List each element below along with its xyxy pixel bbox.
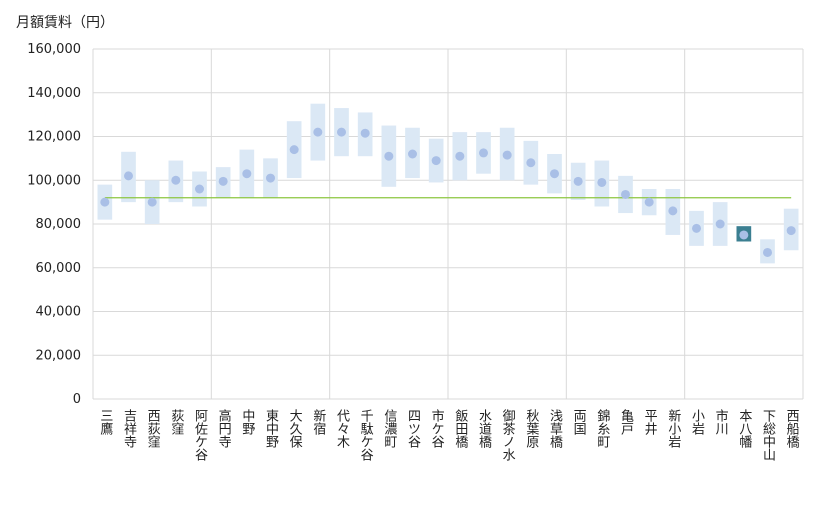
y-tick-label: 160,000	[27, 42, 81, 57]
grid-layer	[92, 48, 804, 400]
mean-dot	[739, 230, 749, 240]
category-layer: 三鷹 吉祥寺 西荻窪 荻窪 阿佐ケ谷 高円寺 中野 東中野 大久保 新宿 代々木 千駄ケ谷 信濃町 四ツ谷…	[97, 408, 799, 461]
mean-dot	[479, 148, 488, 158]
category-label: 阿佐ケ谷	[192, 409, 208, 461]
category-label: 代々木	[334, 409, 350, 448]
category-label: 本八幡	[736, 409, 752, 449]
y-tick-label: 40,000	[36, 305, 82, 320]
y-tick-label: 60,000	[36, 261, 82, 276]
category-label: 水道橋	[476, 409, 492, 449]
mean-dot	[408, 149, 417, 159]
mean-dot	[550, 169, 559, 179]
category-label: 秋葉原	[523, 409, 539, 448]
category-label: 信濃町	[381, 409, 397, 448]
mean-dot	[313, 127, 323, 137]
mean-dot	[526, 158, 536, 168]
mean-dot	[597, 177, 607, 187]
category-label: 両国	[571, 409, 587, 435]
dot-layer	[100, 127, 796, 257]
y-tick-label: 140,000	[27, 86, 81, 101]
mean-dot	[644, 197, 654, 207]
mean-dot	[573, 176, 583, 186]
mean-dot	[337, 127, 346, 137]
mean-dot	[195, 184, 204, 194]
mean-dot	[124, 171, 133, 181]
category-label: 三鷹	[97, 409, 113, 436]
mean-dot	[786, 226, 796, 236]
category-label: 大久保	[287, 409, 303, 448]
mean-dot	[242, 169, 252, 179]
mean-dot	[289, 145, 299, 155]
mean-dot	[360, 128, 370, 138]
category-label: 平井	[642, 409, 658, 436]
y-tick-label: 120,000	[27, 130, 81, 145]
category-label: 小岩	[689, 409, 705, 435]
category-label: 錦糸町	[594, 408, 610, 448]
category-label: 高円寺	[216, 408, 232, 448]
category-label: 西船橋	[784, 409, 800, 449]
mean-dot	[715, 219, 725, 229]
mean-dot	[218, 176, 228, 186]
mean-dot	[763, 247, 772, 257]
category-label: 荻窪	[168, 409, 184, 436]
category-label: 浅草橋	[547, 409, 563, 449]
mean-dot	[621, 189, 630, 199]
category-label: 四ツ谷	[405, 409, 421, 448]
mean-dot	[692, 223, 701, 233]
category-label: 西荻窪	[145, 409, 161, 449]
category-label: 東中野	[263, 408, 279, 448]
y-tick-label: 100,000	[27, 173, 81, 188]
mean-dot	[455, 151, 465, 161]
category-label: 市ケ谷	[429, 408, 445, 448]
mean-dot	[384, 151, 394, 161]
y-axis-title: 月額賃料（円）	[16, 15, 114, 31]
mean-dot	[147, 197, 157, 207]
y-tick-label: 80,000	[36, 217, 82, 232]
category-label: 亀戸	[618, 409, 634, 435]
mean-dot	[431, 156, 441, 166]
category-label: 飯田橋	[452, 409, 468, 449]
category-label: 御茶ノ水	[500, 409, 515, 461]
mean-dot	[502, 150, 512, 160]
category-label: 新小岩	[665, 408, 681, 448]
category-label: 市川	[713, 408, 729, 435]
mean-dot	[100, 197, 110, 207]
mean-dot	[171, 175, 181, 185]
y-tick-label: 20,000	[36, 348, 82, 363]
category-label: 吉祥寺	[121, 409, 137, 448]
category-label: 千駄ケ谷	[358, 409, 374, 461]
mean-dot	[266, 173, 275, 183]
category-label: 下総中山	[760, 409, 776, 461]
mean-dot	[668, 206, 678, 216]
category-label: 新宿	[310, 408, 326, 435]
y-tick-label: 0	[73, 392, 81, 407]
category-label: 中野	[239, 409, 255, 435]
tick-layer: 0 20,000 40,000 60,000 80,000 100,000 120,000 1…	[27, 42, 81, 407]
